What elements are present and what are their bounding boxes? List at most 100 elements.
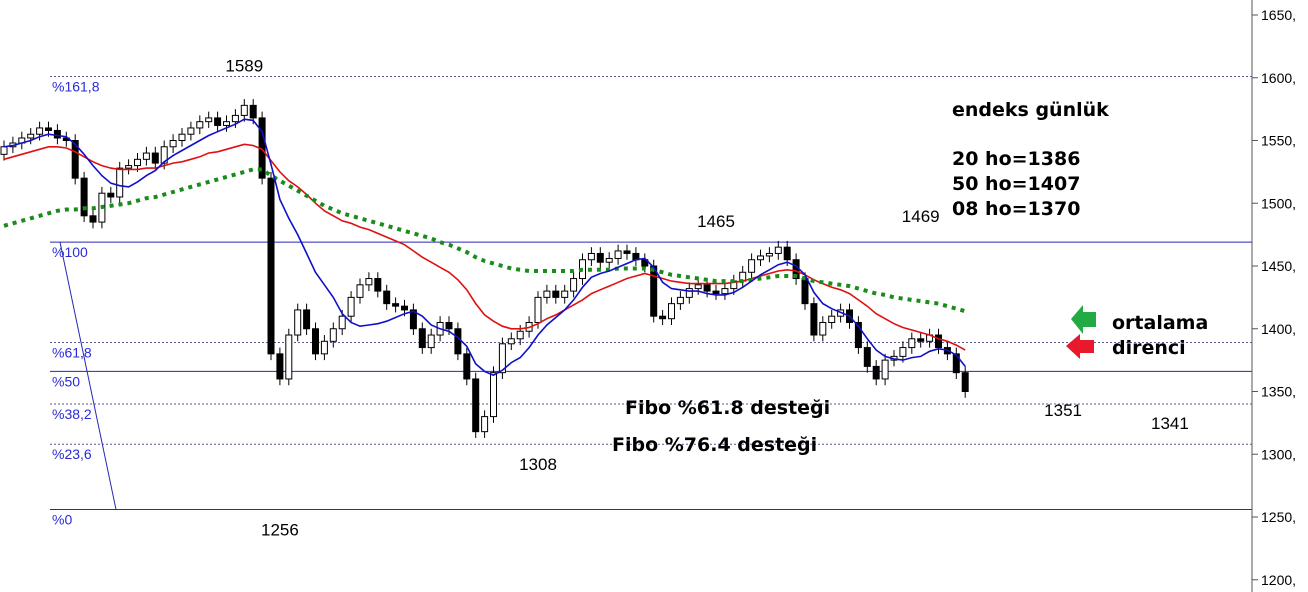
candle-body bbox=[507, 338, 515, 345]
candle-body bbox=[178, 133, 186, 142]
price-level-label: 1469 bbox=[902, 207, 940, 226]
candle-body bbox=[36, 127, 44, 135]
fib-level-label: %38,2 bbox=[52, 406, 92, 422]
price-level-label: 1589 bbox=[225, 57, 263, 76]
fibonacci-levels: %161,8 %100 %61,8 %50 %38,2 %23,6 %0 bbox=[50, 75, 1252, 527]
candle-body bbox=[650, 265, 658, 317]
candle-body bbox=[881, 359, 889, 380]
ma50-value: 50 ho=1407 bbox=[952, 173, 1080, 195]
candle-body bbox=[623, 250, 631, 254]
candle-body bbox=[596, 252, 604, 263]
fib-level-label: %50 bbox=[52, 373, 80, 389]
candle-body bbox=[454, 328, 462, 355]
candle-body bbox=[587, 252, 595, 261]
candle-body bbox=[614, 250, 622, 259]
y-tick-label: 1500, bbox=[1261, 195, 1296, 211]
candle-body bbox=[71, 140, 79, 179]
candle-body bbox=[365, 278, 373, 286]
candle-body bbox=[935, 334, 942, 349]
red-arrow-icon bbox=[1066, 334, 1094, 359]
candle-body bbox=[196, 121, 204, 129]
candle-body bbox=[418, 328, 426, 349]
candle-body bbox=[294, 309, 302, 336]
candle-body bbox=[116, 167, 124, 198]
ma-line-08-ho bbox=[3, 118, 966, 377]
candle-body bbox=[668, 303, 675, 320]
candle-body bbox=[427, 334, 435, 349]
candle-body bbox=[125, 165, 133, 169]
fib-level-label: %23,6 bbox=[52, 446, 92, 462]
candle-body bbox=[899, 347, 907, 357]
fib-level-label: %61,8 bbox=[52, 345, 92, 361]
candle-body bbox=[205, 117, 213, 123]
y-tick-label: 1650, bbox=[1261, 7, 1296, 23]
candle-body bbox=[240, 104, 248, 116]
fib-level-label: %0 bbox=[52, 511, 72, 527]
candle-body bbox=[80, 177, 88, 217]
candle-body bbox=[516, 330, 524, 340]
candle-body bbox=[534, 296, 542, 323]
candle-body bbox=[223, 121, 230, 126]
candle-body bbox=[694, 284, 702, 290]
candle-body bbox=[748, 259, 756, 273]
candle-body bbox=[908, 338, 916, 349]
moving-averages bbox=[3, 118, 966, 377]
candle-body bbox=[267, 177, 275, 355]
candle-body bbox=[472, 378, 480, 433]
candle-body bbox=[659, 315, 667, 320]
candle-body bbox=[401, 305, 408, 311]
candle-body bbox=[53, 129, 61, 139]
y-tick-label: 1600, bbox=[1261, 70, 1296, 86]
fib-level-label: %100 bbox=[52, 244, 88, 260]
candle-body bbox=[320, 340, 328, 355]
price-level-label: 1351 bbox=[1044, 401, 1082, 420]
candle-body bbox=[712, 290, 720, 295]
candle-body bbox=[757, 255, 764, 261]
y-tick-label: 1400, bbox=[1261, 321, 1296, 337]
fib-level-label: %161,8 bbox=[52, 78, 100, 94]
candle-body bbox=[89, 215, 97, 223]
candle-body bbox=[810, 303, 818, 336]
candle-body bbox=[285, 334, 293, 380]
candle-body bbox=[249, 104, 257, 119]
candle-body bbox=[481, 416, 489, 433]
candle-body bbox=[409, 309, 417, 330]
candle-body bbox=[721, 288, 729, 295]
arrows bbox=[1066, 305, 1096, 359]
candle-body bbox=[765, 252, 773, 257]
candle-body bbox=[961, 372, 969, 392]
peak-labels: 1589 1256 1465 1469 1308 1351 1341 bbox=[225, 57, 1188, 540]
candle-body bbox=[552, 290, 560, 298]
candle-body bbox=[445, 321, 453, 330]
candle-body bbox=[605, 257, 613, 263]
candle-body bbox=[329, 328, 337, 342]
candle-body bbox=[917, 338, 925, 342]
candle-body bbox=[187, 127, 195, 135]
ma08-value: 08 ho=1370 bbox=[952, 198, 1080, 220]
candle-body bbox=[801, 278, 809, 305]
candle-body bbox=[641, 259, 649, 267]
y-tick-label: 1350, bbox=[1261, 384, 1296, 400]
ma-line-50-ho bbox=[3, 167, 966, 314]
candle-body bbox=[561, 290, 569, 298]
candle-body bbox=[854, 321, 862, 349]
candle-body bbox=[392, 303, 400, 307]
chart-subject-title: endeks günlük bbox=[952, 99, 1109, 121]
candle-body bbox=[819, 321, 827, 336]
candle-body bbox=[0, 146, 8, 155]
y-tick-label: 1550, bbox=[1261, 133, 1296, 149]
candle-body bbox=[570, 278, 578, 292]
candle-body bbox=[863, 347, 871, 367]
fib-anchor-line bbox=[59, 242, 117, 510]
candle-body bbox=[374, 278, 382, 292]
candle-body bbox=[134, 158, 141, 167]
candle-body bbox=[383, 290, 391, 305]
candle-body bbox=[142, 152, 150, 160]
candle-body bbox=[312, 328, 319, 355]
candle-body bbox=[169, 140, 177, 148]
candle-body bbox=[783, 246, 791, 261]
candle-body bbox=[347, 296, 355, 317]
candle-body bbox=[952, 353, 960, 374]
green-arrow-icon bbox=[1071, 305, 1096, 334]
